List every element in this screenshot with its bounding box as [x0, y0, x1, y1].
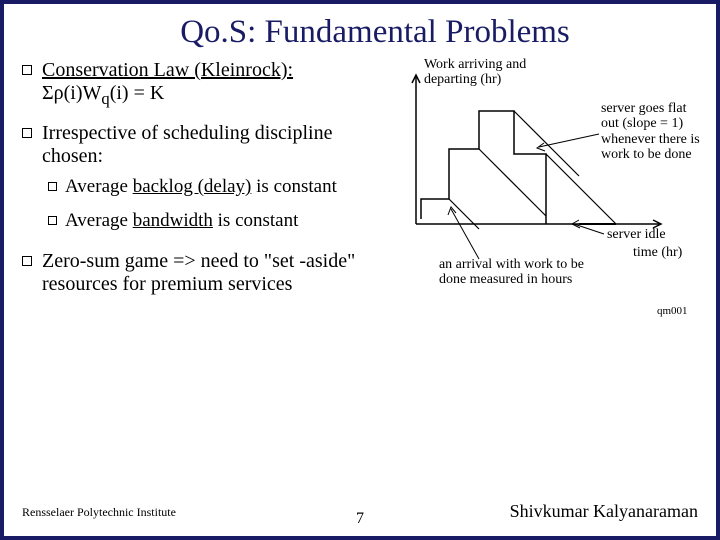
bullet-1: Conservation Law (Kleinrock): Σρ(i)Wq(i)… [22, 59, 375, 108]
stair-line [421, 111, 546, 224]
s1b: is constant [251, 176, 337, 197]
square-bullet-icon [22, 65, 32, 75]
bullet-3-text: Zero-sum game => need to "set -aside" re… [42, 250, 375, 296]
sub-bullet-1: Average backlog (delay) is constant [48, 176, 375, 198]
b1-eq-sub: q [101, 89, 109, 108]
s2b: is constant [213, 210, 299, 231]
b1-eq-b: (i) = K [110, 82, 165, 104]
sub2-text: Average bandwidth is constant [65, 210, 298, 232]
text-column: Conservation Law (Kleinrock): Σρ(i)Wq(i)… [22, 59, 375, 310]
sub-bullet-2: Average bandwidth is constant [48, 210, 375, 232]
slope-pointer [539, 134, 599, 147]
footer-institute: Rensselaer Polytechnic Institute [22, 505, 176, 520]
bullet-2-text: Irrespective of scheduling discipline ch… [42, 122, 375, 168]
page-number: 7 [356, 510, 364, 528]
arrival-pointer [451, 209, 479, 259]
label-time: time (hr) [633, 245, 682, 260]
diagram-column: Work arriving and departing (hr) server … [379, 59, 698, 310]
idle-pointer [574, 224, 604, 234]
diag2 [479, 149, 546, 216]
square-bullet-icon [22, 256, 32, 266]
square-bullet-icon [48, 216, 57, 225]
label-work: Work arriving and departing (hr) [424, 57, 544, 88]
s1u: backlog (delay) [133, 176, 252, 197]
sub1-text: Average backlog (delay) is constant [65, 176, 337, 198]
b1-line1: Conservation Law (Kleinrock): [42, 59, 293, 81]
label-slope: server goes flat out (slope = 1) wheneve… [601, 101, 701, 163]
slide-frame: Qo.S: Fundamental Problems Conservation … [0, 0, 720, 540]
diag4 [546, 154, 616, 224]
footer-author: Shivkumar Kalyanaraman [510, 501, 698, 522]
label-arrival: an arrival with work to be done measured… [439, 257, 589, 288]
slide-title: Qo.S: Fundamental Problems [22, 14, 698, 51]
square-bullet-icon [48, 182, 57, 191]
bullet-2: Irrespective of scheduling discipline ch… [22, 122, 375, 168]
content-row: Conservation Law (Kleinrock): Σρ(i)Wq(i)… [22, 59, 698, 310]
s2a: Average [65, 210, 133, 231]
b1-eq-a: Σρ(i)W [42, 82, 101, 104]
s2u: bandwidth [133, 210, 213, 231]
bullet-1-text: Conservation Law (Kleinrock): Σρ(i)Wq(i)… [42, 59, 293, 108]
bullet-3: Zero-sum game => need to "set -aside" re… [22, 250, 375, 296]
s1a: Average [65, 176, 133, 197]
square-bullet-icon [22, 128, 32, 138]
label-id: qm001 [657, 305, 688, 317]
label-idle: server idle [607, 227, 666, 242]
